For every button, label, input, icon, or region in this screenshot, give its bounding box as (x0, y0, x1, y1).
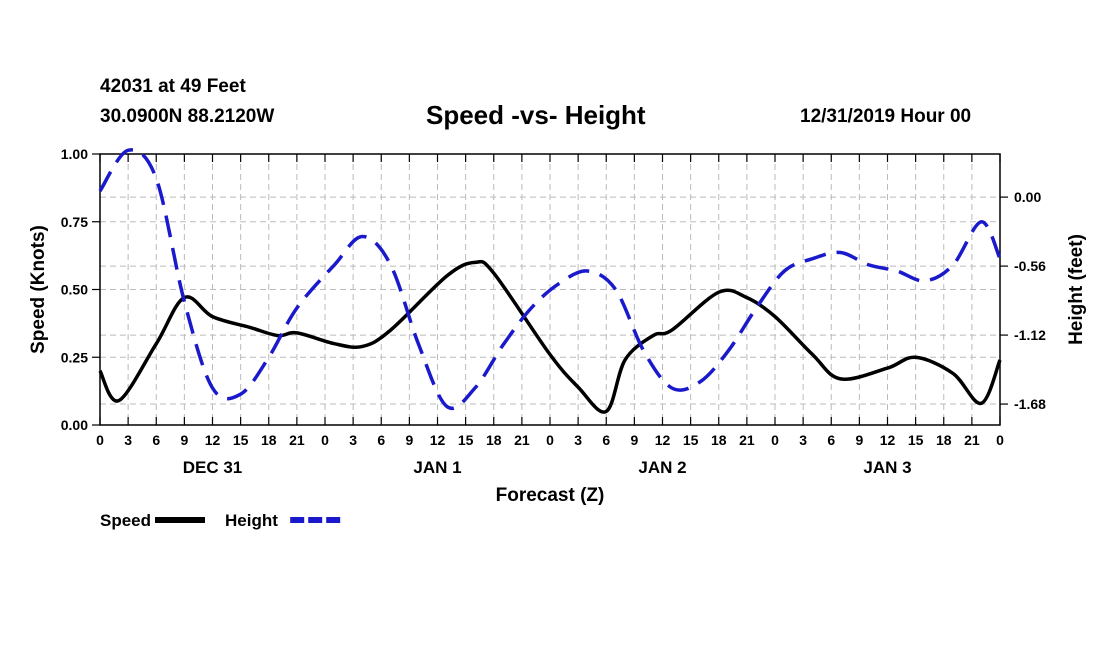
x-tick-label: 6 (602, 432, 610, 448)
y-tick-label: 0.50 (61, 282, 88, 298)
x-tick-label: 12 (430, 432, 446, 448)
y-tick-label: 1.00 (61, 146, 88, 162)
station-label: 42031 at 49 Feet (100, 76, 246, 97)
day-label: JAN 3 (863, 458, 911, 477)
x-tick-label: 3 (124, 432, 132, 448)
x-tick-label: 12 (880, 432, 896, 448)
x-tick-label: 15 (233, 432, 249, 448)
x-tick-label: 21 (739, 432, 755, 448)
x-tick-label: 6 (377, 432, 385, 448)
x-tick-label: 0 (771, 432, 779, 448)
x-tick-label: 9 (180, 432, 188, 448)
x-tick-label: 9 (630, 432, 638, 448)
x-tick-label: 18 (711, 432, 727, 448)
y-tick-label: 0.75 (61, 214, 88, 230)
x-tick-label: 3 (349, 432, 357, 448)
x-tick-label: 0 (996, 432, 1004, 448)
x-tick-label: 15 (908, 432, 924, 448)
x-tick-label: 15 (683, 432, 699, 448)
x-tick-label: 12 (205, 432, 221, 448)
series-line-speed (98, 259, 1002, 414)
x-tick-label: 18 (261, 432, 277, 448)
x-tick-label: 6 (152, 432, 160, 448)
x-tick-label: 15 (458, 432, 474, 448)
x-tick-label: 21 (964, 432, 980, 448)
y-axis-label: Speed (Knots) (28, 225, 49, 354)
x-tick-label: 3 (574, 432, 582, 448)
y2-tick-label: -1.12 (1014, 327, 1046, 343)
series-line-height (98, 148, 1002, 410)
y2-tick-label: 0.00 (1014, 189, 1041, 205)
x-tick-label: 21 (289, 432, 305, 448)
x-tick-label: 0 (546, 432, 554, 448)
x-tick-label: 21 (514, 432, 530, 448)
y-tick-label: 0.25 (61, 349, 88, 365)
x-tick-label: 18 (936, 432, 952, 448)
day-label: JAN 1 (413, 458, 461, 477)
location-label: 30.0900N 88.2120W (100, 106, 275, 127)
x-tick-label: 9 (855, 432, 863, 448)
y2-tick-label: -1.68 (1014, 396, 1046, 412)
day-label: DEC 31 (183, 458, 243, 477)
x-tick-label: 3 (799, 432, 807, 448)
y2-tick-label: -0.56 (1014, 258, 1046, 274)
x-tick-label: 18 (486, 432, 502, 448)
legend-label-height: Height (225, 511, 278, 530)
x-tick-label: 0 (96, 432, 104, 448)
x-tick-label: 0 (321, 432, 329, 448)
x-tick-label: 9 (405, 432, 413, 448)
x-tick-label: 6 (827, 432, 835, 448)
day-label: JAN 2 (638, 458, 686, 477)
x-axis-label: Forecast (Z) (496, 485, 605, 506)
y2-axis-label: Height (feet) (1066, 234, 1087, 345)
datetime-label: 12/31/2019 Hour 00 (800, 106, 972, 127)
y-tick-label: 0.00 (61, 417, 88, 433)
legend-label-speed: Speed (100, 511, 151, 530)
x-tick-label: 12 (655, 432, 671, 448)
chart-title: Speed -vs- Height (426, 100, 646, 130)
